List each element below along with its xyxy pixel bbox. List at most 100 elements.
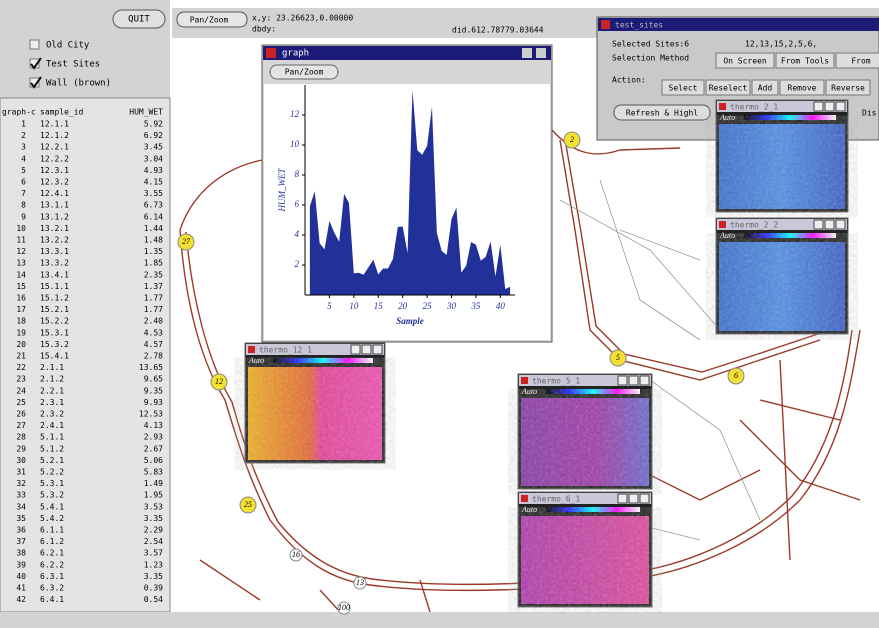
close-button[interactable] [373,345,382,354]
window-title: thermo_2_1 [730,103,778,112]
window-icon [719,221,726,228]
table-cell: 12.1.1 [40,120,69,129]
table-cell: 5.1.1 [40,433,64,442]
window-icon [601,20,610,29]
table-cell: 17 [16,305,26,314]
table-cell: 5.2.2 [40,468,64,477]
minimize-button[interactable] [351,345,360,354]
site-label: 100 [338,603,350,612]
maximize-button[interactable] [825,220,834,229]
table-cell: 6.2.2 [40,560,64,569]
table-cell: 2.67 [144,444,163,453]
layer-label: Old City [46,41,90,51]
table-cell: 1.48 [144,236,163,245]
table-cell: 22 [16,363,26,372]
maximize-button[interactable] [629,494,638,503]
maximize-button[interactable] [825,102,834,111]
table-cell: 4.53 [144,328,163,337]
table-cell: 6.73 [144,201,163,210]
minimize-button[interactable] [522,48,532,58]
column-header: graph-c [2,108,36,117]
site-label: 12 [215,377,223,386]
window-title: thermo_2_2 [730,221,778,230]
table-cell: 2.2.1 [40,386,64,395]
color-bar [273,358,373,363]
site-label: 25 [244,500,252,509]
site-label: 27 [182,237,191,246]
y-tick-label: 2 [295,259,300,269]
did: did.612.78779.03644 [452,26,544,35]
y-axis-label: HUM_WET [277,168,287,213]
minimize-button[interactable] [814,102,823,111]
refresh-label: Refresh & Highl [626,109,698,118]
table-cell: 3 [21,143,26,152]
table-cell: 6.1.1 [40,526,64,535]
table-cell: 3.04 [144,154,163,163]
table-cell: 38 [16,549,26,558]
table-cell: 0.39 [144,584,163,593]
maximize-button[interactable] [362,345,371,354]
table-cell: 15.2.2 [40,317,69,326]
table-cell: 6.92 [144,131,163,140]
table-cell: 10 [16,224,26,233]
table-cell: 2.93 [144,433,163,442]
x-tick-label: 30 [446,301,457,311]
table-cell: 5.4.2 [40,514,64,523]
auto-label: Auto [521,505,537,514]
minimize-button[interactable] [618,376,627,385]
table-cell: 5.1.2 [40,444,64,453]
maximize-button[interactable] [629,376,638,385]
action-label: Action: [612,76,646,85]
action-button-label: Remove [788,84,817,93]
quit-label: QUIT [128,15,150,25]
table-cell: 1.44 [144,224,163,233]
screen: QUIT Old CityTest SitesWall (brown) grap… [0,0,879,628]
display-label: Dis [862,109,877,118]
table-cell: 2 [21,131,26,140]
table-cell: 1.23 [144,560,163,569]
table-cell: 2.54 [144,537,163,546]
column-header: HUM_WET [129,108,163,117]
table-cell: 15.3.1 [40,328,69,337]
coords: x,y: 23.26623,0.00000 [252,14,353,23]
table-cell: 1 [21,120,26,129]
close-button[interactable] [640,494,649,503]
auto-label: Auto [719,231,735,240]
y-tick-label: 4 [295,229,300,239]
table-cell: 4.13 [144,421,163,430]
x-tick-label: 25 [423,301,433,311]
table-cell: 29 [16,444,26,453]
table-cell: 1.35 [144,247,163,256]
window-title: graph [282,49,309,59]
table-cell: 21 [16,352,26,361]
checkbox[interactable] [30,40,39,49]
table-cell: 12.2.2 [40,154,69,163]
table-cell: 2.40 [144,317,163,326]
dbdy: dbdy: [252,25,276,34]
table-cell: 15 [16,282,26,291]
close-button[interactable] [536,48,546,58]
table-cell: 5.2.1 [40,456,64,465]
minimize-button[interactable] [618,494,627,503]
table-cell: 12.3.2 [40,178,69,187]
site-label: 5 [616,353,620,362]
table-cell: 18 [16,317,26,326]
x-tick-label: 15 [374,301,384,311]
method-button-label: On Screen [723,57,767,66]
minimize-button[interactable] [814,220,823,229]
close-button[interactable] [836,220,845,229]
method-label: Selection Method [612,54,689,63]
table-cell: 1.85 [144,259,163,268]
close-button[interactable] [640,376,649,385]
table-cell: 1.49 [144,479,163,488]
action-button-label: Reverse [831,84,865,93]
window-title: thermo_6_1 [532,495,580,504]
table-cell: 2.78 [144,352,163,361]
table-cell: 12.2.1 [40,143,69,152]
table-cell: 36 [16,526,26,535]
close-button[interactable] [836,102,845,111]
table-cell: 13.3.1 [40,247,69,256]
window-icon [266,48,276,58]
site-label: 16 [292,550,300,559]
table-cell: 2.29 [144,526,163,535]
